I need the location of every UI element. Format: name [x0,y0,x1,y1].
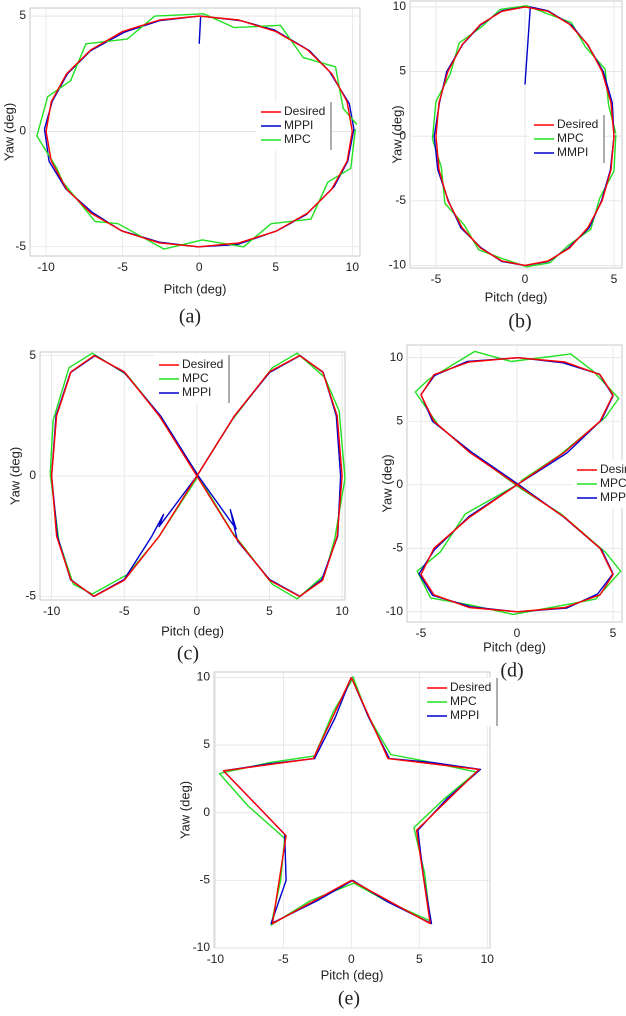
y-tick-label: -5 [15,239,26,253]
legend-label: MPPI [182,385,211,399]
legend-label: MPC [284,132,311,146]
legend-label: MPPI [284,118,313,132]
x-tick-label: 0 [522,272,529,286]
y-axis-label: Yaw (deg) [1,103,16,161]
y-tick-label: 5 [19,8,26,22]
x-axis-label: Pitch (deg) [164,281,227,296]
x-tick-label: -5 [416,626,427,640]
y-axis-label: Yaw (deg) [177,781,192,839]
x-axis-label: Pitch (deg) [321,967,384,982]
legend-label: MMPI [557,145,588,159]
y-tick-label: -10 [386,604,404,618]
x-tick-label: -5 [119,604,130,618]
x-tick-label: 10 [335,604,349,618]
legend-label: Desired [450,680,491,694]
legend-label: Desired [600,462,626,476]
y-tick-label: -10 [193,940,211,954]
caption: (d) [500,660,523,682]
x-tick-label: -10 [207,952,225,966]
x-tick-label: 0 [196,260,203,274]
y-tick-label: 10 [390,350,404,364]
y-axis-label: Yaw (deg) [379,454,394,512]
x-tick-label: 10 [346,260,360,274]
y-tick-label: 5 [203,737,210,751]
y-tick-label: 0 [29,468,36,482]
y-axis-label: Yaw (deg) [7,447,22,505]
legend-label: MPC [182,371,209,385]
series-line [50,354,343,598]
y-tick-label: 10 [197,670,211,684]
caption: (e) [338,988,360,1010]
y-tick-label: -5 [395,193,406,207]
caption: (a) [179,306,201,328]
x-tick-label: -10 [37,260,55,274]
legend-label: MPPI [450,708,479,722]
series-line [36,13,358,250]
series-line [45,15,353,248]
y-tick-label: 10 [393,0,407,13]
x-tick-label: -5 [431,272,442,286]
x-tick-label: 0 [194,604,201,618]
x-tick-label: 5 [611,272,618,286]
x-tick-label: 0 [514,626,521,640]
legend-label: Desired [182,357,223,371]
x-tick-label: 5 [416,952,423,966]
caption: (c) [177,643,199,665]
legend-label: MPC [450,694,477,708]
x-tick-label: 0 [348,952,355,966]
series-line [420,357,614,613]
x-axis-label: Pitch (deg) [161,623,224,638]
y-axis-label: Yaw (deg) [389,105,404,163]
y-tick-label: -5 [199,873,210,887]
y-tick-label: 5 [396,413,403,427]
y-tick-label: -10 [389,258,407,272]
series-line [431,5,617,268]
y-tick-label: 5 [399,64,406,78]
y-tick-label: 0 [19,124,26,138]
x-tick-label: 10 [481,952,495,966]
y-tick-label: 5 [29,348,36,362]
x-tick-label: 5 [272,260,279,274]
series-line [435,6,615,267]
y-tick-label: 0 [399,128,406,142]
y-tick-label: 0 [396,477,403,491]
legend-label: Desired [557,117,598,131]
x-axis-label: Pitch (deg) [483,639,546,654]
x-axis-label: Pitch (deg) [485,289,548,304]
legend-label: Desired [284,104,325,118]
legend-label: MPC [600,476,626,490]
x-tick-label: -5 [117,260,128,274]
caption: (b) [508,311,531,333]
series-line [222,677,480,925]
x-tick-label: -10 [43,604,61,618]
legend-label: MPPI [600,490,626,504]
x-tick-label: 5 [266,604,273,618]
x-tick-label: -5 [278,952,289,966]
legend-label: MPC [557,131,584,145]
y-tick-label: -5 [25,589,36,603]
y-tick-label: -5 [392,540,403,554]
x-tick-label: 5 [610,626,617,640]
y-tick-label: 0 [203,805,210,819]
